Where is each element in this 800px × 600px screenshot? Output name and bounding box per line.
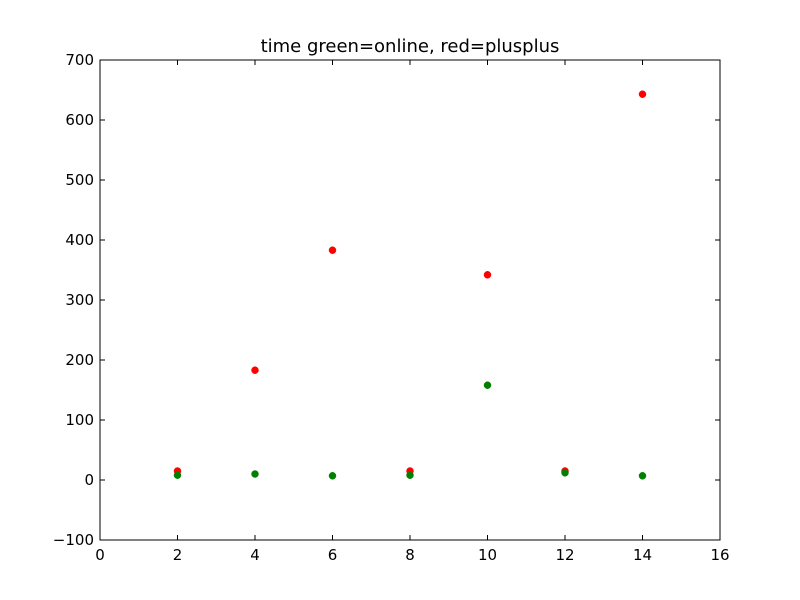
x-tick-label: 14 <box>633 546 652 564</box>
x-tick-label: 16 <box>710 546 729 564</box>
y-tick-label: 400 <box>65 231 94 249</box>
x-tick-label: 4 <box>250 546 260 564</box>
x-tick-label: 0 <box>95 546 105 564</box>
plot-frame <box>99 59 721 541</box>
x-tick-label: 12 <box>555 546 574 564</box>
points-layer <box>173 90 647 480</box>
green-series-point <box>406 471 414 479</box>
y-tick-label: −100 <box>53 531 94 549</box>
y-tick-label: 0 <box>84 471 94 489</box>
y-tick-label: 500 <box>65 171 94 189</box>
x-tick-label: 10 <box>478 546 497 564</box>
green-series-point <box>251 470 259 478</box>
red-series-point <box>483 271 492 279</box>
y-tick-label: 300 <box>65 291 94 309</box>
y-tick-label: 700 <box>65 51 94 69</box>
green-series-point <box>328 472 337 480</box>
y-tick-label: 600 <box>65 111 94 129</box>
red-series-point <box>328 246 337 254</box>
green-series-point <box>173 471 182 479</box>
x-tick-label: 6 <box>328 546 338 564</box>
red-series-point <box>251 366 259 374</box>
green-series-point <box>638 472 647 480</box>
chart-title: time green=online, red=plusplus <box>261 36 560 57</box>
green-series-point <box>561 469 569 477</box>
red-series-point <box>638 90 647 98</box>
y-tick-label: 100 <box>65 411 94 429</box>
y-tick-label: 200 <box>65 351 94 369</box>
green-series-point <box>483 381 492 389</box>
x-tick-label: 8 <box>405 546 415 564</box>
x-tick-label: 2 <box>173 546 183 564</box>
